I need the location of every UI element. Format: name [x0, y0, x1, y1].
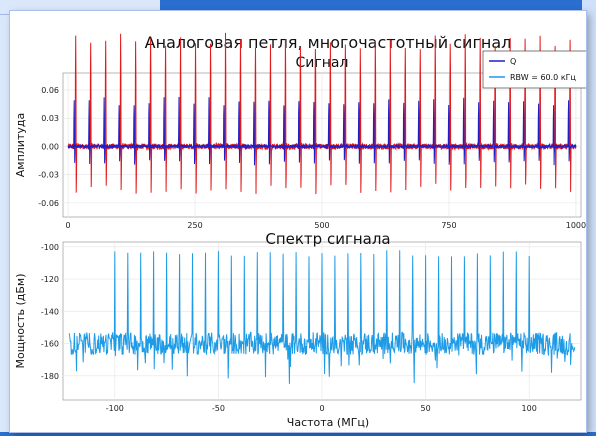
signal-xtick-label: 250: [187, 221, 202, 230]
spectrum-xtick-label: 0: [319, 404, 324, 413]
signal-xtick-label: 750: [441, 221, 456, 230]
signal-ytick-label: 0.03: [41, 114, 59, 123]
signal-ticks: 0 250 500 750 1000 0.06 0.03 0.00 -0.03 -0.06: [38, 86, 586, 230]
signal-series-q: [67, 96, 577, 166]
signal-xtick-label: 1000: [566, 221, 586, 230]
spectrum-xtick-label: -50: [212, 404, 225, 413]
legend: Q RBW = 60.0 кГц: [482, 50, 595, 89]
spectrum-ytick-label: -120: [41, 275, 59, 284]
spectrum-ylabel: Мощность (дБм): [14, 274, 27, 369]
legend-box: [482, 50, 595, 89]
spectrum-ytick-label: -100: [41, 243, 59, 252]
spectrum-xtick-label: 100: [522, 404, 537, 413]
figure-title: Аналоговая петля, многочастотный сигнал: [145, 33, 512, 52]
spectrum-ytick-label: -160: [41, 340, 59, 349]
spectrum-ticks: -100 -50 0 50 100 -100 -120 -140 -160 -180: [41, 243, 537, 413]
signal-plot: Сигнал Амплитуда 0 250 500 750 10000.060.030…: [14, 32, 595, 230]
signal-plot-title: Сигнал: [296, 55, 349, 71]
signal-ytick-label: 0.00: [41, 142, 59, 151]
spectrum-xtick-label: 50: [421, 404, 431, 413]
spectrum-series-rbw: [68, 250, 576, 384]
plot-window[interactable]: Аналоговая петля, многочастотный сигнал …: [10, 11, 595, 432]
spectrum-xtick-label: -100: [106, 404, 124, 413]
spectrum-ytick-label: -140: [41, 307, 59, 316]
signal-lines: [67, 32, 577, 195]
legend-label-q: Q: [510, 57, 516, 66]
signal-ylabel: Амплитуда: [14, 113, 27, 177]
spectrum-plot-title: Спектр сигнала: [265, 230, 390, 248]
spectrum-ytick-label: -180: [41, 372, 59, 381]
signal-xtick-label: 500: [314, 221, 329, 230]
spectrum-xlabel: Частота (МГц): [287, 416, 369, 429]
signal-ytick-label: 0.06: [41, 86, 59, 95]
spectrum-plot: Спектр сигнала Мощность (дБм) Частота (М…: [14, 230, 582, 429]
signal-ytick-label: -0.03: [38, 171, 59, 180]
signal-ytick-label: -0.06: [38, 199, 59, 208]
signal-xtick-label: 0: [66, 221, 71, 230]
legend-label-rbw: RBW = 60.0 кГц: [510, 73, 577, 82]
spectrum-lines: [68, 250, 576, 384]
figure-canvas: Аналоговая петля, многочастотный сигнал …: [14, 32, 595, 429]
